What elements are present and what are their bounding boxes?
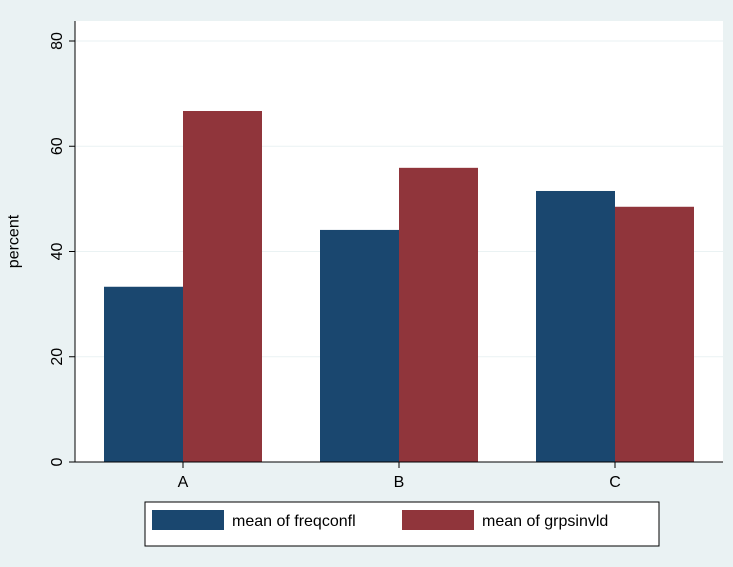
y-tick-label: 60 [49,137,66,155]
x-tick-label: A [178,474,189,491]
bar-B-series-0 [320,229,399,462]
y-tick-label: 20 [49,348,66,366]
bars [104,110,694,463]
x-tick-label: C [609,474,621,491]
bar-A-series-1 [183,110,262,463]
legend-label: mean of grpsinvld [482,513,608,530]
y-tick-label: 40 [49,243,66,261]
legend-label: mean of freqconfl [232,513,356,530]
x-axis-ticks: A B C [178,462,621,491]
legend-swatch [402,510,474,530]
x-tick-label: B [394,474,405,491]
y-axis-label: percent [6,214,23,268]
y-axis-ticks: 0 20 40 60 80 [49,32,75,466]
y-tick-label: 80 [49,32,66,50]
legend: mean of freqconfl mean of grpsinvld [144,501,660,547]
bar-C-series-1 [615,206,694,462]
legend-swatch [152,510,224,530]
bar-C-series-0 [536,190,615,462]
bar-A-series-0 [104,286,183,462]
y-tick-label: 0 [49,457,66,466]
bar-B-series-1 [399,167,478,463]
